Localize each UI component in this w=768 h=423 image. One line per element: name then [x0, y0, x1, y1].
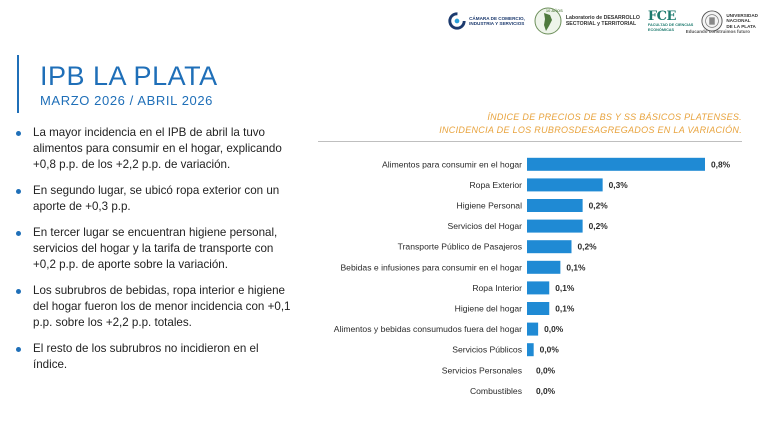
value-label: 0,1% — [555, 304, 575, 314]
fce-logo: FCE FACULTAD DE CIENCIAS ECONÓMICAS — [648, 10, 693, 32]
bar — [527, 219, 583, 233]
value-label: 0,2% — [589, 201, 609, 211]
camara-logo-line1: CÁMARA DE COMERCIO, — [469, 15, 525, 21]
unlp-logo-line3: DE LA PLATA — [726, 23, 756, 29]
unlp-logo-line1: UNIVERSIDAD — [726, 12, 758, 18]
summary-bullets: La mayor incidencia en el IPB de abril l… — [16, 125, 292, 383]
value-label: 0,2% — [578, 242, 598, 252]
lds-logo-line2: SECTORIAL y TERRITORIAL — [565, 21, 637, 27]
category-label: Transporte Público de Pasajeros — [398, 242, 522, 252]
bar — [527, 157, 705, 171]
title-accent-bar — [17, 55, 19, 113]
value-label: 0,1% — [566, 262, 586, 272]
value-label: 0,0% — [540, 345, 560, 355]
category-label: Ropa Interior — [472, 283, 522, 293]
category-label: Servicios Públicos — [452, 345, 522, 355]
header-slogan: Educando construimos futuro — [685, 29, 750, 34]
bullet-item: En segundo lugar, se ubicó ropa exterior… — [16, 183, 292, 215]
value-label: 0,0% — [544, 324, 564, 334]
category-label: Combustibles — [470, 386, 522, 396]
value-label: 0,0% — [536, 386, 556, 396]
page-subtitle: MARZO 2026 / ABRIL 2026 — [40, 93, 214, 108]
value-label: 0,3% — [609, 180, 629, 190]
fce-logo-line2: ECONÓMICAS — [647, 27, 675, 32]
camara-comercio-emblem-icon — [448, 12, 466, 30]
category-label: Higiene Personal — [457, 201, 523, 211]
bar — [527, 199, 583, 212]
bar — [527, 322, 539, 336]
incidence-bar-chart: Alimentos para consumir en el hogar 0,8% R… — [300, 150, 760, 405]
lds-badge-icon — [534, 7, 562, 35]
bar — [527, 281, 550, 295]
bullet-item: En tercer lugar se encuentran higiene pe… — [16, 225, 292, 273]
unlp-seal-icon — [701, 10, 723, 32]
bar — [527, 343, 534, 357]
bar — [527, 260, 561, 274]
fce-logo-mark: FCE — [647, 9, 677, 25]
bullet-item: Los subrubros de bebidas, ropa interior … — [16, 283, 292, 331]
category-label: Servicios del Hogar — [447, 221, 522, 231]
unlp-logo-line2: NACIONAL — [726, 18, 751, 24]
category-label: Alimentos para consumir en el hogar — [382, 159, 522, 169]
value-label: 0,2% — [589, 221, 609, 231]
header-logos: CÁMARA DE COMERCIO, INDUSTRIA Y SERVICIO… — [448, 4, 758, 38]
category-label: Ropa Exterior — [469, 180, 522, 190]
camara-logo-line2: INDUSTRIA Y SERVICIOS — [469, 21, 525, 26]
category-label: Higiene del hogar — [455, 304, 523, 314]
value-label: 0,0% — [536, 365, 556, 375]
fce-logo-line1: FACULTAD DE CIENCIAS — [647, 23, 694, 28]
value-label: 0,8% — [711, 159, 731, 169]
category-label: Bebidas e infusiones para consumir en el… — [340, 262, 522, 272]
chart-title: ÍNDICE DE PRECIOS DE BS Y SS BÁSICOS PLA… — [439, 111, 742, 137]
bullet-item: El resto de los subrubros no incidieron … — [16, 341, 292, 373]
category-label: Alimentos y bebidas consumudos fuera del… — [334, 324, 522, 334]
page-title: IPB LA PLATA — [40, 61, 218, 91]
chart-svg: Alimentos para consumir en el hogar 0,8% R… — [334, 157, 731, 396]
bar — [527, 302, 550, 315]
chart-title-line1: ÍNDICE DE PRECIOS DE BS Y SS BÁSICOS PLA… — [487, 112, 742, 122]
lds-badge-label: 10 AÑOS — [545, 7, 563, 13]
bullet-item: La mayor incidencia en el IPB de abril l… — [16, 125, 292, 173]
bar — [527, 240, 572, 254]
category-label: Servicios Personales — [442, 365, 522, 375]
bar — [527, 178, 603, 192]
lds-logo: 10 AÑOS Laboratorio de DESARROLLO SECTOR… — [533, 6, 640, 36]
lds-logo-line1: Laboratorio de DESARROLLO — [565, 15, 640, 21]
camara-comercio-logo: CÁMARA DE COMERCIO, INDUSTRIA Y SERVICIO… — [448, 12, 525, 30]
chart-title-line2: INCIDENCIA DE LOS RUBROSDESAGREGADOS EN … — [439, 125, 742, 135]
chart-divider — [318, 141, 742, 142]
unlp-logo: UNIVERSIDAD NACIONAL DE LA PLATA — [701, 10, 758, 32]
value-label: 0,1% — [555, 283, 575, 293]
